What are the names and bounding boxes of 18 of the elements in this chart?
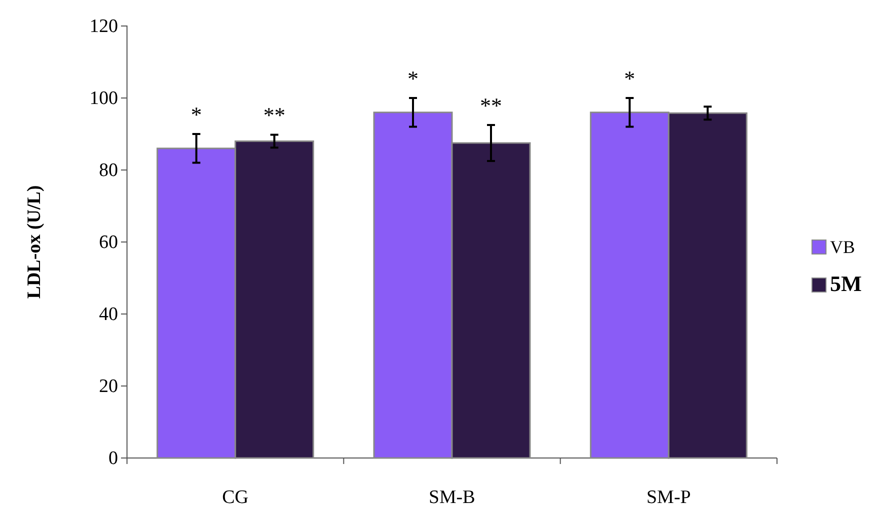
x-tick-label: SM-P (646, 487, 691, 508)
y-axis-title: LDL-ox (U/L) (24, 185, 45, 299)
data-label: ** (480, 93, 502, 118)
x-tick-label: SM-B (428, 487, 476, 508)
y-tick-label: 120 (90, 16, 118, 38)
data-label: ** (263, 102, 286, 128)
y-tick-label: 100 (90, 88, 118, 110)
y-tick-label: 40 (99, 304, 118, 326)
data-label: * (624, 66, 636, 91)
x-tick-label: CG (222, 487, 249, 508)
y-tick-label: 20 (99, 376, 118, 398)
legend-label: VB (830, 237, 856, 257)
y-tick-label: 0 (108, 448, 118, 470)
data-label: * (408, 66, 418, 91)
data-label: * (190, 102, 202, 127)
legend-label: 5M (830, 271, 862, 296)
y-tick-label: 80 (99, 160, 118, 182)
y-tick-label: 60 (99, 232, 118, 254)
